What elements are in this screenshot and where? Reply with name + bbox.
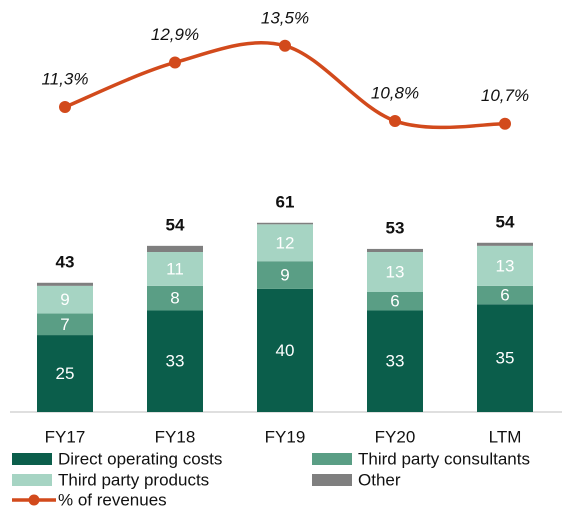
bar-segment — [147, 245, 203, 252]
x-tick-label: LTM — [489, 427, 522, 446]
segment-label: 13 — [496, 256, 515, 275]
legend-label: Other — [358, 470, 401, 489]
segment-label: 13 — [386, 262, 405, 281]
total-label: 54 — [496, 212, 515, 231]
bar-segment — [37, 335, 93, 412]
line-marker — [279, 39, 291, 52]
total-label: 61 — [276, 192, 295, 211]
bar-segment — [367, 310, 423, 412]
line-marker — [169, 56, 181, 69]
bar-segment — [367, 292, 423, 311]
bar-segment — [37, 285, 93, 314]
legend-swatch — [12, 453, 52, 465]
bar-segment — [477, 245, 533, 286]
segment-label: 33 — [386, 352, 405, 371]
x-tick-label: FY19 — [265, 427, 306, 446]
segment-label: 35 — [496, 349, 515, 368]
bar-segment — [477, 242, 533, 246]
bar-segment — [37, 313, 93, 336]
legend-swatch — [12, 474, 52, 486]
bar-segment — [147, 252, 203, 286]
legend-label: % of revenues — [58, 490, 167, 509]
line-value-label: 10,8% — [371, 83, 419, 102]
segment-label: 33 — [166, 352, 185, 371]
line-value-label: 10,7% — [481, 86, 529, 105]
x-tick-label: FY18 — [155, 427, 196, 446]
segment-label: 9 — [60, 290, 69, 309]
bar-segment — [367, 252, 423, 292]
bar-segment — [257, 288, 313, 412]
x-tick-label: FY17 — [45, 427, 86, 446]
segment-label: 12 — [276, 233, 295, 252]
bar-segment — [477, 304, 533, 412]
segment-label: 40 — [276, 341, 295, 360]
bar-segment — [147, 285, 203, 311]
legend-marker — [28, 494, 40, 506]
bar-segment — [257, 224, 313, 262]
line-marker — [389, 114, 401, 127]
segment-label: 7 — [60, 315, 69, 334]
segment-label: 25 — [56, 364, 75, 383]
line-marker — [59, 101, 71, 114]
total-label: 54 — [166, 215, 185, 234]
line-value-label: 13,5% — [261, 8, 309, 27]
segment-label: 9 — [280, 266, 289, 285]
legend-swatch — [312, 474, 352, 486]
bar-segment — [257, 261, 313, 289]
line — [64, 41, 506, 130]
bar-segment — [367, 248, 423, 252]
line-value-label: 12,9% — [151, 25, 199, 44]
segment-label: 11 — [166, 259, 184, 278]
x-tick-label: FY20 — [375, 427, 416, 446]
total-label: 43 — [56, 252, 75, 271]
bar-segment — [147, 310, 203, 412]
bar-segment — [477, 285, 533, 305]
legend-label: Third party products — [58, 470, 209, 489]
line-value-label: 11,3% — [42, 70, 89, 89]
segment-label: 6 — [500, 286, 509, 305]
bar-segment — [257, 222, 313, 225]
segment-label: 8 — [170, 289, 179, 308]
legend-label: Third party consultants — [358, 449, 530, 468]
segment-label: 6 — [390, 292, 399, 311]
total-label: 53 — [386, 218, 405, 237]
bar-segment — [37, 282, 93, 286]
legend-swatch — [312, 453, 352, 465]
legend-label: Direct operating costs — [58, 449, 222, 468]
line-marker — [499, 117, 511, 130]
